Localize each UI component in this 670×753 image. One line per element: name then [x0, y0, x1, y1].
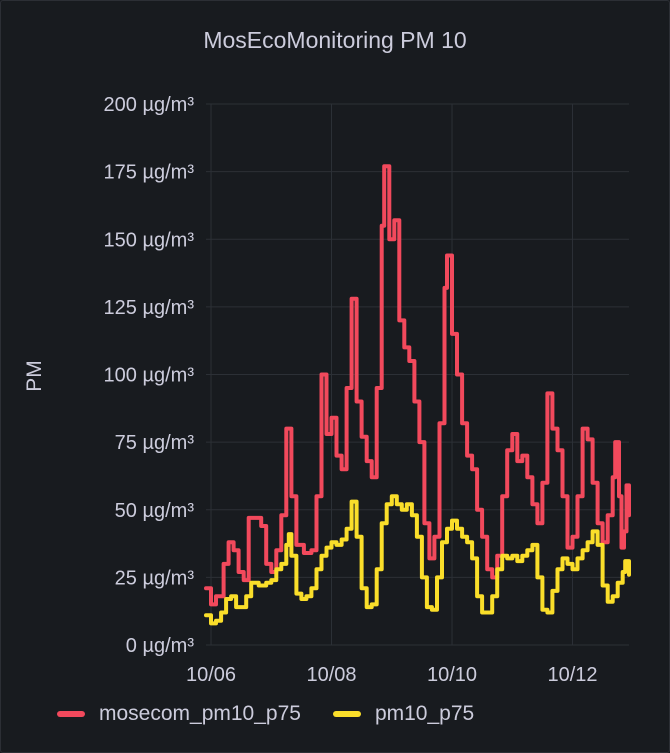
y-tick-label: 0 µg/m³ [126, 635, 195, 657]
y-tick-label: 50 µg/m³ [115, 500, 195, 522]
line-chart: 0 µg/m³ 25 µg/m³ 50 µg/m³ 75 µg/m³ 100 µg/m³… [23, 94, 631, 686]
x-axis-ticks: 10/06 10/08 10/10 10/12 [186, 664, 598, 686]
x-tick-label: 10/08 [306, 664, 356, 686]
legend-swatch-mosecom [57, 711, 85, 717]
legend: mosecom_pm10_p75 pm10_p75 [57, 702, 506, 726]
legend-label-mosecom: mosecom_pm10_p75 [99, 702, 301, 725]
y-tick-label: 75 µg/m³ [115, 432, 195, 454]
legend-item-pm10[interactable]: pm10_p75 [332, 702, 475, 726]
series-line-mosecom_pm10_p75 [204, 164, 631, 607]
y-axis-label: PM [23, 360, 46, 392]
y-tick-label: 150 µg/m³ [104, 229, 195, 251]
x-tick-label: 10/10 [427, 664, 477, 686]
series-line-pm10_p75 [204, 494, 631, 626]
y-tick-label: 25 µg/m³ [115, 567, 195, 589]
y-tick-label: 175 µg/m³ [104, 162, 195, 184]
legend-label-pm10: pm10_p75 [374, 702, 475, 725]
x-tick-label: 10/06 [186, 664, 236, 686]
chart-title: MosEcoMonitoring PM 10 [203, 27, 467, 53]
series-lines [204, 164, 631, 626]
legend-swatch-pm10 [332, 711, 361, 717]
y-tick-label: 100 µg/m³ [104, 365, 195, 387]
legend-item-mosecom[interactable]: mosecom_pm10_p75 [57, 702, 301, 726]
x-tick-label: 10/12 [547, 664, 597, 686]
grid [206, 103, 629, 646]
y-tick-label: 125 µg/m³ [104, 297, 195, 319]
y-tick-label: 200 µg/m³ [104, 94, 195, 116]
y-axis-ticks: 0 µg/m³ 25 µg/m³ 50 µg/m³ 75 µg/m³ 100 µg/m³… [104, 94, 195, 657]
